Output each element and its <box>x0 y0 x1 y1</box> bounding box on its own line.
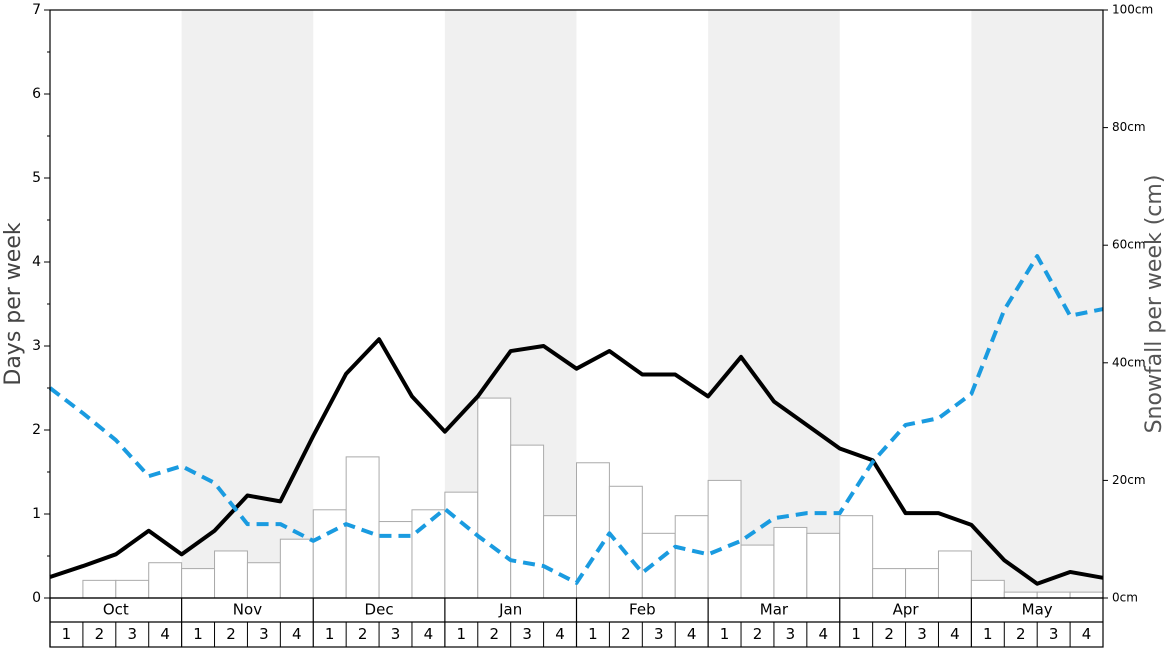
bar <box>82 579 117 599</box>
week-label: 2 <box>884 625 894 643</box>
y-tick-label: 5 <box>32 170 41 186</box>
bar <box>872 568 907 599</box>
week-label: 2 <box>489 625 499 643</box>
month-label: Mar <box>760 601 789 619</box>
month-label: Dec <box>365 601 394 619</box>
week-label: 1 <box>457 625 467 643</box>
bar <box>148 562 183 599</box>
week-label: 1 <box>193 625 203 643</box>
month-shade <box>971 10 1103 598</box>
month-label: Oct <box>103 601 129 619</box>
bar <box>937 550 972 599</box>
bar <box>1036 591 1071 599</box>
week-label: 4 <box>1082 625 1092 643</box>
week-label: 3 <box>654 625 664 643</box>
bar <box>773 526 808 599</box>
week-label: 2 <box>226 625 236 643</box>
y2-tick-label: 0cm <box>1112 591 1138 605</box>
bar <box>510 444 545 599</box>
bar <box>608 485 643 599</box>
week-label: 4 <box>160 625 170 643</box>
month-shade <box>181 10 314 598</box>
bar <box>115 579 150 599</box>
week-label: 1 <box>851 625 861 643</box>
week-label: 4 <box>687 625 697 643</box>
y-axis-label: Days per week <box>1 222 26 385</box>
bar <box>246 562 281 599</box>
bar <box>444 491 479 599</box>
week-label: 3 <box>917 625 927 643</box>
bar <box>707 479 742 599</box>
week-label: 4 <box>819 625 829 643</box>
bar <box>378 521 413 599</box>
week-label: 2 <box>753 625 763 643</box>
week-label: 1 <box>62 625 72 643</box>
y2-tick-label: 80cm <box>1112 120 1146 134</box>
week-label: 1 <box>588 625 598 643</box>
y-tick-label: 2 <box>32 422 41 438</box>
week-label: 4 <box>950 625 960 643</box>
line <box>49 337 1104 586</box>
bar <box>543 515 577 599</box>
y-tick-label: 1 <box>32 506 41 522</box>
week-label: 2 <box>621 625 631 643</box>
week-label: 4 <box>292 625 302 643</box>
bar <box>1069 591 1104 599</box>
y2-tick-label: 20cm <box>1112 473 1146 487</box>
bar <box>1003 591 1038 599</box>
week-label: 3 <box>127 625 137 643</box>
y2-axis-label: Snowfall per week (cm) <box>1142 175 1167 434</box>
y-tick-label: 3 <box>32 338 41 354</box>
bar <box>411 509 446 599</box>
bar <box>839 515 874 599</box>
bar <box>279 538 314 599</box>
y-tick-label: 0 <box>32 590 41 606</box>
line <box>48 254 1104 585</box>
month-label: Jan <box>498 601 522 619</box>
month-label: Apr <box>893 601 920 619</box>
week-label: 3 <box>259 625 269 643</box>
week-label: 3 <box>522 625 532 643</box>
bar <box>806 532 841 599</box>
week-label: 3 <box>786 625 796 643</box>
month-label: Nov <box>233 601 262 619</box>
week-label: 2 <box>358 625 368 643</box>
bar <box>641 532 676 599</box>
y-tick-label: 6 <box>32 86 41 102</box>
month-label: Feb <box>629 601 656 619</box>
week-label: 1 <box>325 625 335 643</box>
bar <box>905 568 939 599</box>
week-label: 3 <box>391 625 401 643</box>
bar <box>214 550 248 599</box>
week-label: 3 <box>1049 625 1059 643</box>
y-tick-label: 4 <box>32 254 41 270</box>
week-label: 4 <box>555 625 565 643</box>
week-label: 2 <box>95 625 105 643</box>
bar <box>181 568 216 599</box>
week-label: 2 <box>1016 625 1026 643</box>
y-tick-label: 7 <box>32 2 41 18</box>
bar <box>970 579 1005 599</box>
week-label: 1 <box>720 625 730 643</box>
bar <box>312 509 347 599</box>
y2-tick-label: 60cm <box>1112 238 1146 252</box>
y2-tick-label: 40cm <box>1112 355 1146 369</box>
week-label: 1 <box>983 625 993 643</box>
y2-tick-label: 100cm <box>1112 3 1153 17</box>
bar <box>740 544 775 599</box>
bar <box>674 515 709 599</box>
week-label: 4 <box>424 625 434 643</box>
bar <box>477 397 512 599</box>
month-label: May <box>1022 601 1053 619</box>
